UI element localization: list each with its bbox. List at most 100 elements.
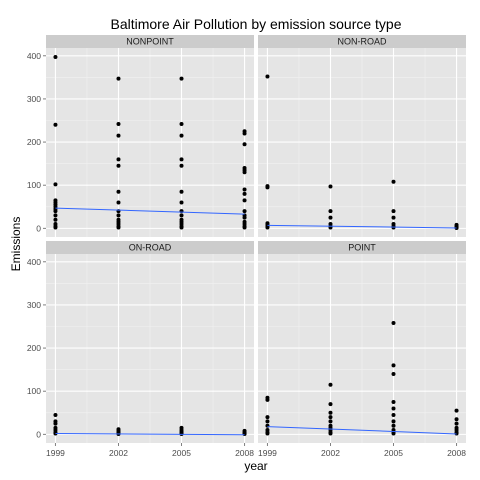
data-point (265, 185, 270, 190)
x-tick-label: 2002 (109, 448, 128, 458)
data-point (328, 209, 333, 214)
facet-panels: NONPOINT NON-ROAD ON-ROAD POINT (46, 35, 466, 443)
y-tick-label: 400 (27, 257, 41, 267)
data-point (116, 133, 121, 138)
data-point (454, 408, 459, 413)
data-point (242, 215, 247, 220)
data-point (53, 209, 58, 214)
data-point (242, 198, 247, 203)
data-point (391, 179, 396, 184)
data-point (53, 182, 58, 187)
y-tick-label: 400 (27, 51, 41, 61)
data-point (391, 400, 396, 405)
y-tick-label: 0 (36, 429, 41, 439)
data-point (265, 419, 270, 424)
data-point (391, 419, 396, 424)
x-axis-title: year (244, 459, 267, 473)
data-point (179, 213, 184, 218)
data-point (391, 363, 396, 368)
x-tick-label: 1999 (258, 448, 277, 458)
data-point (179, 157, 184, 162)
data-point (116, 163, 121, 168)
data-point (53, 217, 58, 222)
x-tick-label: 2002 (321, 448, 340, 458)
facet-strip (258, 35, 466, 48)
data-point (242, 187, 247, 192)
data-point (328, 184, 333, 189)
data-point (391, 209, 396, 214)
data-point (53, 213, 58, 218)
data-point (391, 431, 396, 436)
data-point (53, 225, 58, 230)
data-point (242, 191, 247, 196)
data-point (328, 402, 333, 407)
data-point (265, 431, 270, 436)
y-tick-label: 200 (27, 137, 41, 147)
data-point (179, 133, 184, 138)
data-point (391, 215, 396, 220)
x-axis-tick-labels: 1999 2002 2005 2008 1999 2002 2005 2008 (46, 443, 466, 458)
y-tick-label: 300 (27, 94, 41, 104)
facet-strip-label: NONPOINT (126, 37, 174, 47)
data-point (391, 371, 396, 376)
data-point (265, 225, 270, 230)
facet-strip (46, 35, 254, 48)
trend-line (267, 224, 457, 229)
data-point (179, 200, 184, 205)
data-point (391, 412, 396, 417)
data-point (242, 209, 247, 214)
data-point (328, 382, 333, 387)
data-point (391, 321, 396, 326)
data-point (265, 397, 270, 402)
y-tick-label: 100 (27, 180, 41, 190)
data-point (328, 419, 333, 424)
data-point (391, 406, 396, 411)
data-point (53, 412, 58, 417)
data-point (328, 415, 333, 420)
data-point (242, 170, 247, 175)
data-point (242, 142, 247, 147)
y-tick-label: 100 (27, 386, 41, 396)
facet-strip (46, 241, 254, 254)
x-tick-label: 1999 (46, 448, 65, 458)
data-point (116, 189, 121, 194)
data-point (116, 225, 121, 230)
data-point (179, 225, 184, 230)
facet-strip-label: ON-ROAD (129, 243, 172, 253)
x-tick-label: 2005 (172, 448, 191, 458)
data-point (179, 163, 184, 168)
y-axis-tick-labels: 0 100 200 300 400 0 100 200 300 400 (27, 51, 46, 439)
data-point (53, 122, 58, 127)
y-axis-title: Emissions (9, 217, 23, 272)
trend-line (55, 433, 245, 436)
data-point (116, 76, 121, 81)
data-point (328, 215, 333, 220)
data-point (265, 415, 270, 420)
data-point (265, 74, 270, 79)
data-point (242, 131, 247, 136)
chart-title: Baltimore Air Pollution by emission sour… (110, 16, 401, 32)
data-point (242, 225, 247, 230)
y-tick-label: 200 (27, 343, 41, 353)
data-point (53, 421, 58, 426)
data-point (116, 157, 121, 162)
facet-panel: ON-ROAD (46, 241, 254, 443)
facet-strip-label: NON-ROAD (338, 37, 387, 47)
facet-panel: NONPOINT (46, 35, 254, 237)
data-point (454, 421, 459, 426)
data-point (391, 423, 396, 428)
data-point (179, 121, 184, 126)
facet-panel: POINT (258, 241, 466, 443)
facet-panel: NON-ROAD (258, 35, 466, 237)
x-tick-label: 2005 (384, 448, 403, 458)
trend-line (267, 426, 457, 435)
data-point (328, 410, 333, 415)
data-point (454, 417, 459, 422)
facet-strip (258, 241, 466, 254)
y-tick-label: 300 (27, 300, 41, 310)
y-tick-label: 0 (36, 223, 41, 233)
data-point (116, 121, 121, 126)
x-tick-label: 2008 (235, 448, 254, 458)
facet-strip-label: POINT (348, 243, 376, 253)
